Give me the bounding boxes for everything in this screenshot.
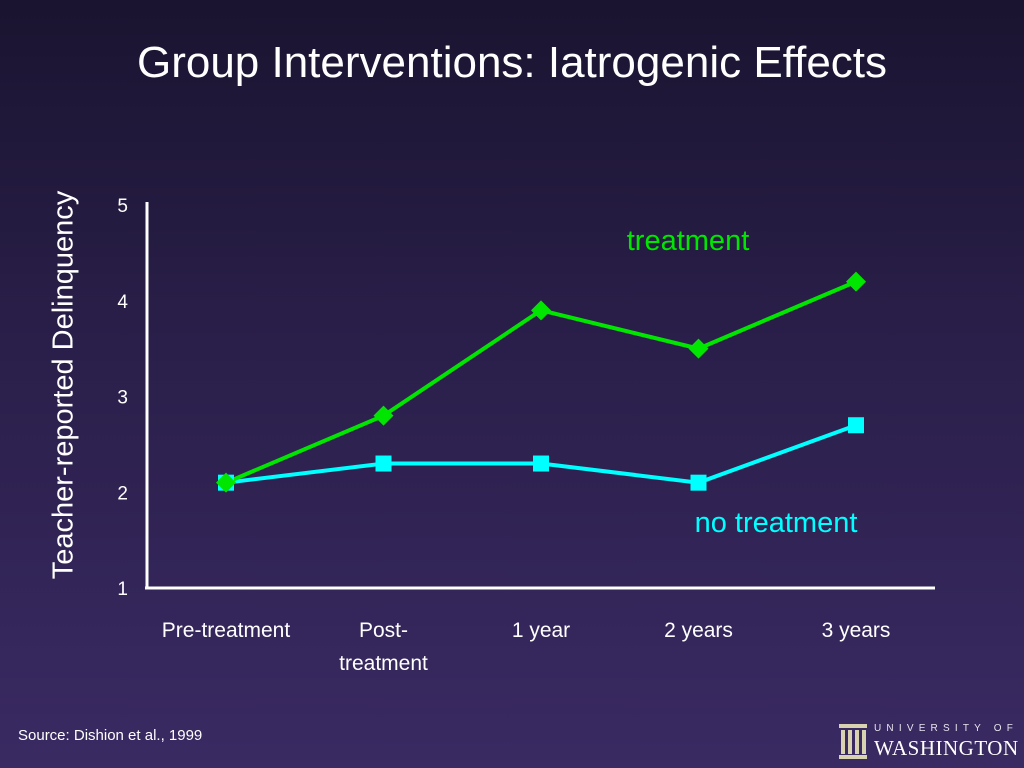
columns-icon	[839, 724, 867, 759]
x-tick-label: 3 years	[822, 619, 891, 642]
logo-text-university: UNIVERSITY OF	[874, 723, 1019, 734]
data-point-treatment	[846, 271, 866, 292]
data-point-no-treatment	[375, 455, 392, 472]
x-tick-label: Post-treatment	[339, 619, 428, 675]
data-point-treatment	[373, 405, 394, 426]
data-point-treatment	[531, 300, 551, 321]
x-tick-label: 1 year	[512, 619, 570, 642]
source-citation: Source: Dishion et al., 1999	[18, 727, 203, 744]
series-label-treatment: treatment	[627, 225, 750, 257]
data-point-treatment	[688, 338, 709, 359]
y-tick-label: 5	[117, 196, 128, 217]
university-logo: UNIVERSITY OF WASHINGTON	[838, 720, 1018, 762]
data-point-treatment	[216, 472, 236, 493]
series-line-no-treatment	[225, 423, 857, 485]
series-label-no-treatment: no treatment	[695, 507, 858, 539]
y-tick-label: 1	[117, 579, 128, 600]
x-tick-label: 2 years	[664, 619, 733, 642]
y-tick-label: 2	[117, 483, 128, 504]
page-title: Group Interventions: Iatrogenic Effects	[136, 38, 888, 87]
data-point-no-treatment	[533, 455, 549, 472]
data-point-no-treatment	[690, 474, 707, 491]
y-tick-label: 4	[117, 292, 128, 313]
x-tick-label: Pre-treatment	[162, 619, 291, 642]
y-tick-label: 3	[117, 388, 128, 409]
data-point-no-treatment	[848, 417, 864, 434]
logo-text-washington: WASHINGTON	[874, 736, 1019, 760]
